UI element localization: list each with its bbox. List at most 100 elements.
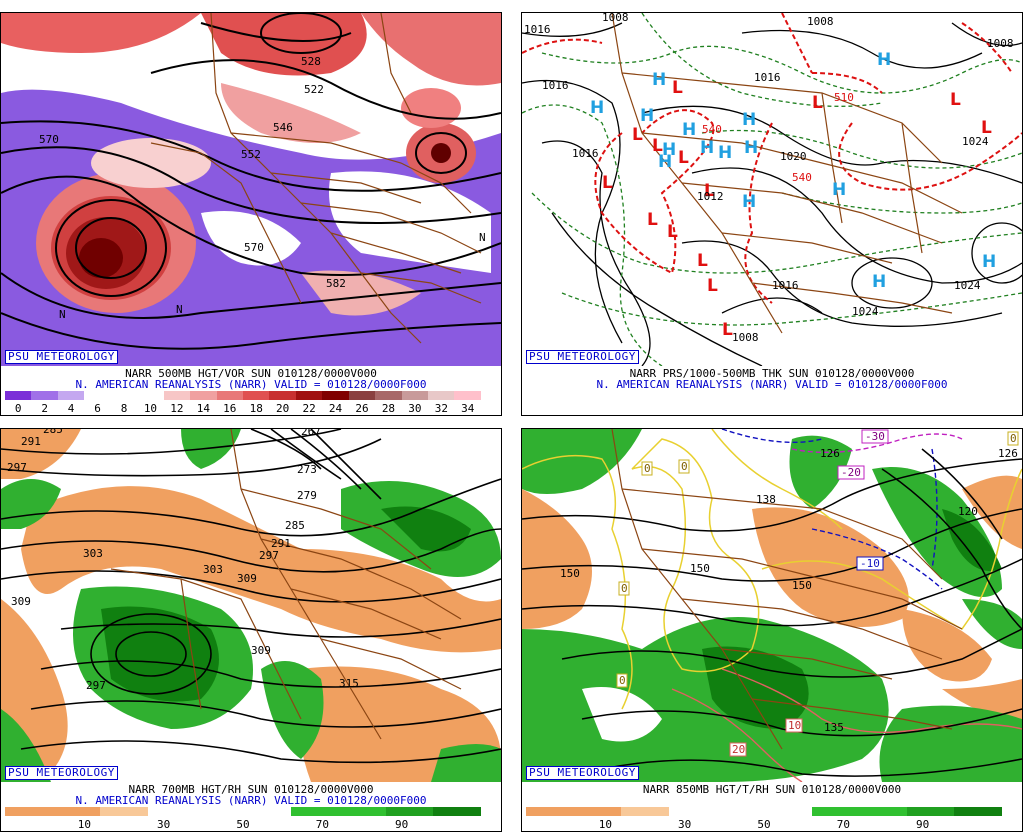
colorbar-segment	[195, 807, 243, 816]
colorbar-tick-label: 0	[14, 402, 22, 415]
colorbar-segment	[190, 391, 217, 400]
isobar-label: 1024	[954, 279, 981, 292]
svg-text:H: H	[590, 98, 604, 118]
isobar-label: 1024	[962, 135, 989, 148]
temp-label: 0	[1010, 432, 1017, 445]
thickness-label: 540	[702, 123, 722, 136]
contour-label: 135	[824, 721, 844, 734]
svg-text:L: L	[981, 118, 992, 138]
svg-text:L: L	[652, 136, 663, 156]
colorbar-tick-label: 20	[276, 402, 290, 415]
contour-label: 279	[297, 489, 317, 502]
colorbar-segment	[428, 391, 455, 400]
contour-label: 546	[273, 121, 293, 134]
isobar-label: 1008	[602, 13, 629, 24]
colorbar-segment	[269, 391, 296, 400]
svg-text:L: L	[678, 148, 689, 168]
contour-label: N	[176, 303, 183, 316]
isobar-label: 1016	[754, 71, 781, 84]
colorbar-segment	[84, 391, 111, 400]
colorbar	[5, 391, 481, 400]
contour-label: 528	[301, 55, 321, 68]
svg-text:H: H	[682, 120, 696, 140]
contour-label: 267	[301, 429, 321, 438]
psu-meteorology-badge: PSU METEOROLOGY	[526, 350, 639, 364]
contour-label: 150	[560, 567, 580, 580]
isobar-label: 1012	[697, 190, 724, 203]
contour-label: 297	[7, 461, 27, 474]
panel-valid-caption: N. AMERICAN REANALYSIS (NARR) VALID = 01…	[596, 378, 948, 391]
colorbar-tick-label: 24	[328, 402, 343, 415]
contour-label: 150	[690, 562, 710, 575]
contour-label: 138	[756, 493, 776, 506]
colorbar-segment	[385, 807, 434, 816]
contour-label: 285	[43, 429, 63, 436]
panel-caption: NARR PRS/1000-500MB THK SUN 010128/0000V…	[629, 367, 915, 380]
colorbar-segment	[573, 807, 622, 816]
isobar-label: 1016	[572, 147, 599, 160]
contour-label: 303	[83, 547, 103, 560]
colorbar-tick-label: 16	[223, 402, 237, 415]
colorbar-tick-label: 30	[408, 402, 422, 415]
isobar-label: 1008	[732, 331, 759, 344]
thickness-label: 540	[792, 171, 812, 184]
svg-text:H: H	[640, 106, 654, 126]
contour-label: N	[479, 231, 486, 244]
colorbar-tick-label: 26	[355, 402, 369, 415]
temp-label: 10	[788, 719, 801, 732]
colorbar-tick-label: 18	[249, 402, 263, 415]
colorbar-segment	[31, 391, 58, 400]
isobar-label: 1008	[987, 37, 1014, 50]
contour-label: 285	[285, 519, 305, 532]
colorbar-tick-label: 70	[315, 818, 329, 831]
colorbar-segment	[5, 807, 53, 816]
svg-text:L: L	[707, 276, 718, 296]
temp-label: 0	[621, 582, 628, 595]
contour-label: N	[59, 308, 66, 321]
colorbar-segment	[906, 807, 955, 816]
colorbar-ticks: 10 30 50 70 90	[526, 818, 1002, 831]
contour-label: 303	[203, 563, 223, 576]
colorbar-ticks: 10 30 50 70 90	[5, 818, 481, 831]
colorbar-segment	[763, 807, 812, 816]
svg-text:H: H	[742, 192, 756, 212]
panel-850mb-temp-rh: 150 150 150 126 126 120 138 135 -30 -20 …	[521, 428, 1023, 832]
svg-text:H: H	[700, 138, 714, 158]
colorbar-segment	[621, 807, 669, 816]
contour-label: 120	[958, 505, 978, 518]
isobar-label: 1016	[542, 79, 569, 92]
colorbar-segment	[348, 391, 376, 400]
colorbar-segment	[57, 391, 85, 400]
svg-text:L: L	[647, 210, 658, 230]
contour-label: 309	[11, 595, 31, 608]
temp-label: 0	[619, 674, 626, 687]
colorbar-tick-label: 22	[302, 402, 316, 415]
contour-label: 309	[251, 644, 271, 657]
psu-meteorology-badge: PSU METEOROLOGY	[526, 766, 639, 780]
colorbar-segment	[290, 807, 339, 816]
colorbar-segment	[433, 807, 481, 816]
colorbar-tick-label: 50	[757, 818, 771, 831]
svg-text:H: H	[658, 152, 672, 172]
rh-700mb-map: 291 297 285 267 273 279 285 291 297 303 …	[1, 429, 501, 782]
colorbar-tick-label: 50	[236, 818, 250, 831]
svg-text:L: L	[704, 181, 715, 201]
contour-label: 570	[244, 241, 264, 254]
colorbar-segment	[716, 807, 764, 816]
temp-label: -30	[865, 430, 885, 443]
isobar-label: 1024	[852, 305, 879, 318]
colorbar-segment	[147, 807, 196, 816]
colorbar-segment	[401, 391, 428, 400]
svg-text:L: L	[667, 222, 678, 242]
contour-label: 570	[39, 133, 59, 146]
svg-text:H: H	[832, 180, 846, 200]
colorbar-segment	[295, 391, 323, 400]
contour-label: 126	[998, 447, 1018, 460]
panel-500mb-vorticity: 570 528 546 552 522 570 582 N N N PSU ME…	[0, 12, 502, 416]
colorbar	[5, 807, 481, 816]
contour-label: 291	[271, 537, 291, 550]
colorbar-tick-label: 4	[67, 402, 75, 415]
svg-text:H: H	[662, 140, 676, 160]
colorbar-segment	[163, 391, 191, 400]
svg-text:H: H	[744, 138, 758, 158]
